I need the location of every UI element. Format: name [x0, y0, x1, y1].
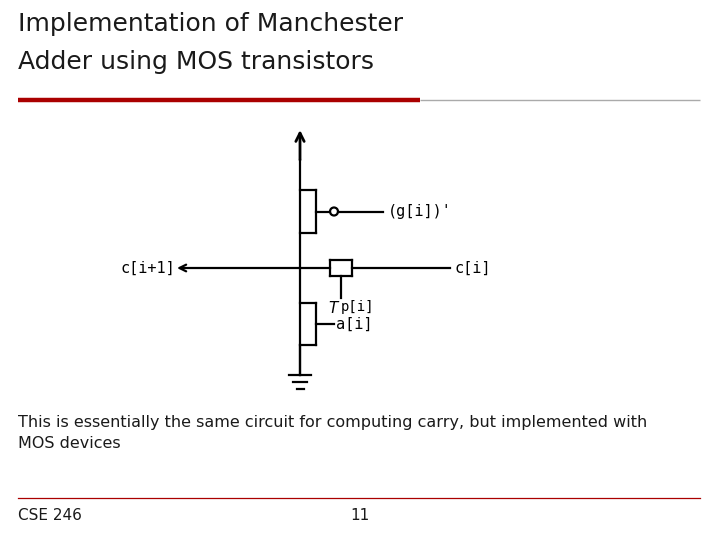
Text: $\mathregular{T}$: $\mathregular{T}$	[328, 300, 340, 316]
Text: Implementation of Manchester: Implementation of Manchester	[18, 12, 403, 36]
Text: (g[i])': (g[i])'	[388, 204, 452, 219]
Text: 11: 11	[351, 508, 369, 523]
Text: This is essentially the same circuit for computing carry, but implemented with
M: This is essentially the same circuit for…	[18, 415, 647, 451]
Text: CSE 246: CSE 246	[18, 508, 82, 523]
Text: Adder using MOS transistors: Adder using MOS transistors	[18, 50, 374, 74]
Text: c[i]: c[i]	[455, 260, 492, 275]
Text: a[i]: a[i]	[336, 316, 372, 332]
Text: c[i+1]: c[i+1]	[120, 260, 175, 275]
Text: p[i]: p[i]	[341, 300, 374, 314]
